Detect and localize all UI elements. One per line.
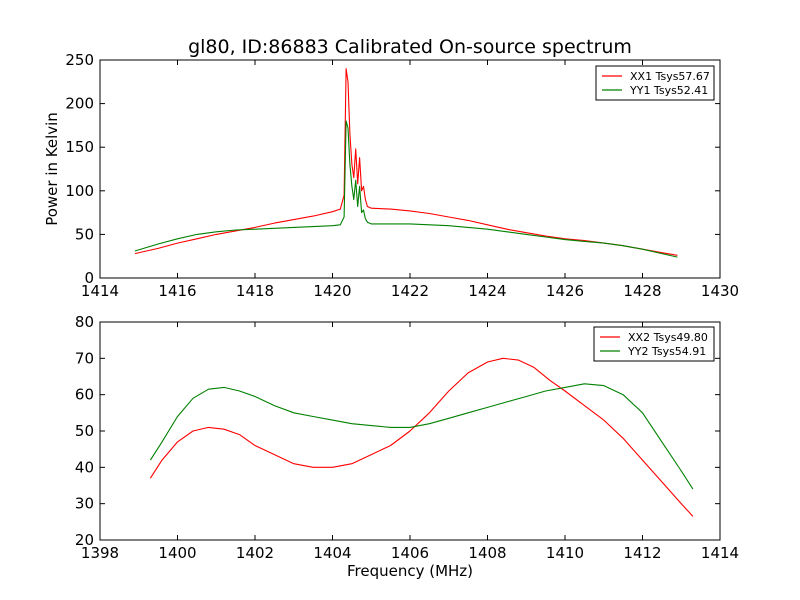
bottom-x-tick-label: 1410 xyxy=(546,544,584,562)
top-legend-label-1: XX1 Tsys57.67 xyxy=(630,70,710,83)
bottom-y-tick-label: 70 xyxy=(75,349,94,367)
top-x-tick-label: 1426 xyxy=(546,282,584,300)
top-series-lines xyxy=(134,68,678,258)
top-x-tick-label: 1418 xyxy=(236,282,274,300)
top-x-tick-label: 1416 xyxy=(158,282,196,300)
bottom-x-tick-label: 1404 xyxy=(313,544,351,562)
bottom-series-1-line xyxy=(149,357,694,517)
bottom-y-tick-label: 50 xyxy=(75,422,94,440)
top-y-tick-label: 150 xyxy=(65,138,94,156)
top-ticks: 1414 1416 1418 1420 1422 1424 1426 1428 1430 0 50 1… xyxy=(65,51,739,300)
bottom-x-tick-label: 1412 xyxy=(623,544,661,562)
bottom-x-tick-label: 1414 xyxy=(701,544,739,562)
bottom-x-tick-label: 1400 xyxy=(158,544,196,562)
top-y-tick-label: 0 xyxy=(84,269,94,287)
top-legend-box xyxy=(595,65,715,101)
top-x-tick-label: 1424 xyxy=(468,282,506,300)
bottom-series-2-line xyxy=(149,383,694,490)
bottom-x-tick-label: 1406 xyxy=(391,544,429,562)
bottom-x-tick-label: 1408 xyxy=(468,544,506,562)
bottom-legend-label-1: XX2 Tsys49.80 xyxy=(628,331,708,344)
top-series-2-line xyxy=(134,120,678,258)
top-x-tick-label: 1420 xyxy=(313,282,351,300)
top-x-tick-label: 1430 xyxy=(701,282,739,300)
top-legend-label-2: YY1 Tsys52.41 xyxy=(629,84,708,97)
top-axes-frame xyxy=(99,59,721,279)
top-y-tick-label: 250 xyxy=(65,51,94,69)
bottom-series-lines xyxy=(149,357,694,517)
bottom-legend-label-2: YY2 Tsys54.91 xyxy=(627,345,706,358)
top-panel: 1414 1416 1418 1420 1422 1424 1426 1428 1430 0 50 1… xyxy=(43,51,739,300)
bottom-x-tick-label: 1402 xyxy=(236,544,274,562)
bottom-axes-frame xyxy=(99,321,721,541)
top-y-tick-label: 100 xyxy=(65,182,94,200)
bottom-y-tick-label: 80 xyxy=(75,313,94,331)
top-x-tick-label: 1428 xyxy=(623,282,661,300)
top-series-1-line xyxy=(134,68,678,256)
top-y-axis-label: Power in Kelvin xyxy=(43,112,61,226)
bottom-panel: 1398 1400 1402 1404 1406 1408 1410 1412 1414 20 30… xyxy=(75,313,739,580)
bottom-y-tick-label: 40 xyxy=(75,458,94,476)
bottom-x-axis-label: Frequency (MHz) xyxy=(347,562,473,580)
bottom-y-tick-label: 60 xyxy=(75,386,94,404)
top-x-tick-label: 1414 xyxy=(81,282,119,300)
bottom-x-tick-label: 1398 xyxy=(81,544,119,562)
bottom-y-tick-label: 30 xyxy=(75,495,94,513)
top-y-tick-label: 50 xyxy=(75,225,94,243)
chart-title: gl80, ID:86883 Calibrated On-source spec… xyxy=(188,36,632,58)
bottom-legend-box xyxy=(593,326,715,362)
top-y-tick-label: 200 xyxy=(65,95,94,113)
top-x-tick-label: 1422 xyxy=(391,282,429,300)
bottom-ticks: 1398 1400 1402 1404 1406 1408 1410 1412 1414 20 30… xyxy=(75,313,739,562)
bottom-y-tick-label: 20 xyxy=(75,531,94,549)
